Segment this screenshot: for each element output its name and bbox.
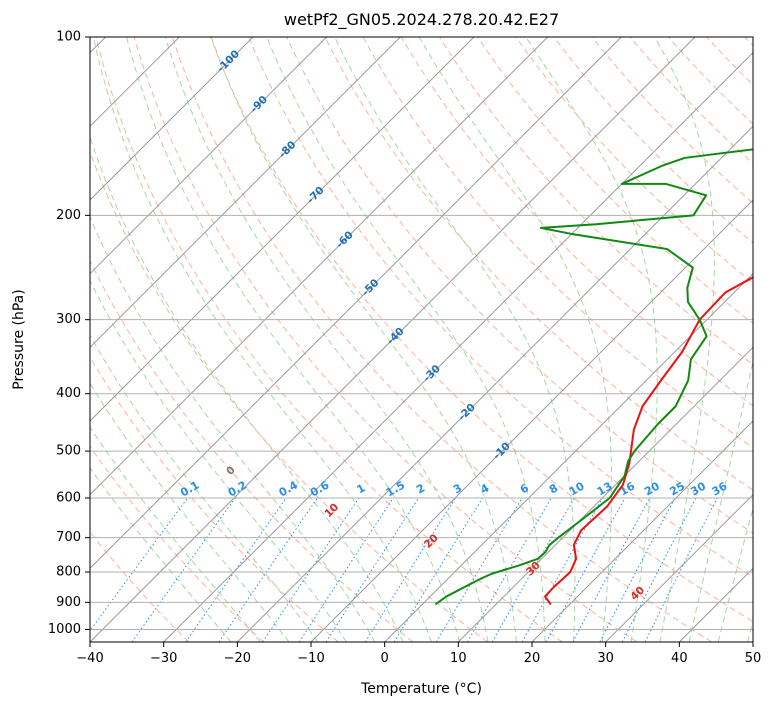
y-tick-label: 400: [56, 386, 81, 401]
mixing-ratio-line: [364, 497, 456, 642]
y-axis-ticks: 100 200 300 400 500 600 700 800 900 1000: [48, 30, 90, 637]
moist-adiabat-line: [126, 37, 461, 642]
moist-adiabat-line: [90, 215, 376, 642]
dry-adiabat-line: [95, 37, 563, 642]
moist-adiabat-line: [334, 37, 576, 642]
mixing-ratio-line: [90, 497, 188, 632]
dry-adiabat-line: [515, 37, 753, 284]
dry-adiabat-line: [133, 37, 638, 642]
y-tick-label: 300: [56, 312, 81, 327]
isotherm-line: [90, 37, 401, 349]
y-tick-label: 500: [56, 444, 81, 459]
x-axis-label: Temperature (°C): [360, 681, 482, 697]
dry-adiabat-line: [248, 37, 753, 578]
isotherm-line: [236, 125, 753, 642]
dry-adiabat-line: [477, 37, 753, 325]
y-axis-label: Pressure (hPa): [11, 289, 27, 389]
x-tick-label: 40: [671, 651, 688, 666]
isotherm-line: [384, 272, 753, 642]
moist-adiabat-line: [654, 37, 715, 642]
mixing-ratio-line: [131, 497, 236, 642]
moist-adiabat-line: [210, 37, 517, 642]
isotherm-line: [90, 37, 254, 201]
moist-adiabat-line: [90, 426, 261, 642]
temperature-profile-line: [544, 276, 753, 605]
y-tick-label: 100: [56, 30, 81, 45]
isotherm-lines: [90, 37, 753, 642]
mixing-ratio-line: [325, 497, 419, 642]
dry-adiabat-line: [591, 37, 753, 204]
x-tick-label: 50: [745, 651, 762, 666]
isotherm-line: [605, 493, 753, 642]
mixing-ratio-line: [644, 497, 718, 642]
moist-adiabat-line: [688, 358, 753, 642]
moist-adiabat-line: [90, 135, 404, 642]
dry-adiabat-line: [324, 37, 753, 491]
isotherm-line: [90, 37, 475, 422]
moist-adiabat-line: [90, 382, 290, 642]
y-tick-label: 1000: [48, 622, 81, 637]
y-tick-label: 700: [56, 530, 81, 545]
isotherm-line: [531, 420, 753, 642]
isotherm-line: [90, 37, 622, 570]
mixing-ratio-line: [545, 497, 626, 642]
mixing-ratio-line: [218, 497, 318, 642]
moist-adiabat-line: [92, 37, 432, 642]
x-tick-label: 30: [597, 651, 614, 666]
plot-frame: [89, 36, 754, 643]
moist-adiabat-line: [266, 37, 546, 642]
isotherm-line: [90, 37, 696, 642]
moist-adiabat-line: [717, 506, 753, 642]
isotherm-line: [310, 199, 753, 642]
isotherm-line: [90, 37, 549, 496]
pressure-gridlines: [90, 37, 753, 630]
dry-adiabat-line: [210, 37, 753, 623]
dewpoint-profile-line: [435, 148, 753, 605]
isotherm-line: [90, 37, 328, 275]
x-tick-label: −20: [224, 651, 251, 666]
dry-adiabat-line: [629, 37, 753, 165]
mixing-ratio-line: [572, 497, 651, 642]
dry-adiabats: [90, 37, 753, 642]
x-tick-label: 10: [450, 651, 467, 666]
mixing-ratio-line: [621, 497, 697, 642]
mixing-ratio-line: [185, 497, 287, 642]
y-tick-label: 900: [56, 595, 81, 610]
moist-adiabat-line: [90, 467, 232, 642]
y-tick-label: 200: [56, 208, 81, 223]
dry-adiabat-line: [171, 37, 712, 642]
dry-adiabat-line: [90, 259, 414, 642]
dry-adiabat-line: [400, 37, 753, 407]
y-tick-label: 600: [56, 491, 81, 506]
isotherm-line: [163, 51, 753, 642]
x-tick-label: −30: [150, 651, 177, 666]
mixing-ratio-line: [262, 497, 360, 642]
mixing-ratio-line: [599, 497, 676, 642]
y-tick-label: 800: [56, 565, 81, 580]
mixing-ratio-line: [298, 497, 394, 642]
moist-adiabat-line: [90, 334, 319, 642]
isotherm-line: [457, 346, 753, 642]
x-tick-label: 0: [381, 651, 389, 666]
sounding-series: [435, 148, 753, 605]
x-axis-ticks: −40 −30 −20 −10 0 10 20 30 40 50: [76, 642, 761, 666]
x-tick-label: −10: [297, 651, 324, 666]
x-tick-label: −40: [76, 651, 103, 666]
moist-adiabat-line: [418, 37, 613, 642]
chart-title: wetPf2_GN05.2024.278.20.42.E27: [284, 10, 559, 30]
moist-adiabat-line: [525, 37, 658, 642]
plot-area: -100-90-80-70-60-50-40-30-20-100.1 0.2 0.4…: [90, 37, 753, 642]
x-tick-label: 20: [524, 651, 541, 666]
dry-adiabat-line: [90, 445, 264, 642]
